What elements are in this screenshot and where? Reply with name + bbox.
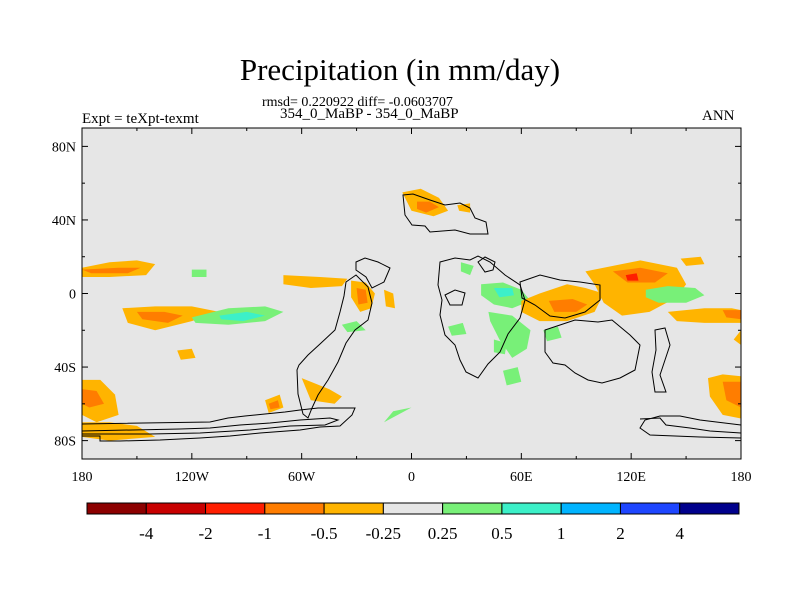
precip-region-39 [543,326,562,342]
precip-region-11 [268,400,280,410]
precip-region-27 [448,322,467,336]
axes: 180 120W 60W 0 60E 120E 180 80N 40N 0 40S 80S [52,128,752,485]
season-label: ANN [702,108,735,124]
x-tick-label-5: 120E [616,470,646,485]
precip-region-24 [493,288,514,298]
x-tick-label-6: 180 [731,470,752,485]
precip-region-5 [219,311,266,322]
colorbar-swatch-10 [679,502,740,515]
precip-region-26 [503,367,522,386]
chart-title: Precipitation (in mm/day) [239,52,561,87]
colorbar-label-2: -1 [258,524,272,543]
x-tick-label-1: 120W [175,470,210,485]
colorbar-swatch-2 [205,502,266,515]
precip-region-17 [384,289,395,309]
colorbar-label-9: 4 [675,524,684,543]
colorbar-label-8: 2 [616,524,625,543]
y-tick-label-1: 40N [52,214,76,229]
colorbar-label-6: 0.5 [491,524,512,543]
colorbar-swatch-6 [442,502,503,515]
precip-region-36 [680,256,705,266]
precip-region-18 [341,321,366,333]
y-tick-label-0: 80N [52,140,76,155]
precip-region-14 [283,275,348,288]
colorbar-label-7: 1 [557,524,566,543]
x-tick-label-4: 60E [510,470,533,485]
colorbar-swatch-8 [560,502,621,515]
y-tick-label-2: 0 [69,288,76,303]
colorbar-swatch-4 [323,502,384,515]
precip-region-37 [733,330,741,345]
y-tick-label-3: 40S [54,361,76,376]
coastlines [82,193,741,442]
precip-region-29 [548,299,588,312]
precip-region-1 [82,267,141,274]
precip-region-34 [667,308,741,323]
colorbar-label-0: -4 [139,524,154,543]
colorbar-swatch-7 [501,502,562,515]
precip-region-41 [722,381,741,408]
precip-region-31 [612,267,668,283]
colorbar-swatch-9 [619,502,681,515]
precip-region-3 [136,311,183,323]
expt-label: Expt = teXpt-texmt [82,111,199,127]
precip-region-16 [356,288,368,305]
precip-region-35 [722,310,741,320]
precip-region-13 [191,269,207,277]
colorbar-label-3: -0.5 [311,524,338,543]
case-line: 354_0_MaBP - 354_0_MaBP [280,106,459,122]
y-tick-label-4: 80S [54,435,76,450]
x-tick-label-3: 0 [408,470,415,485]
x-tick-label-0: 180 [72,470,93,485]
x-tick-label-2: 60W [288,470,316,485]
colorbar-label-1: -2 [198,524,212,543]
precip-region-33 [645,286,705,303]
colorbar-label-5: 0.25 [428,524,458,543]
colorbar-swatch-5 [382,502,444,515]
precip-region-21 [457,203,471,213]
precip-region-22 [460,262,474,276]
precip-region-25 [488,311,531,358]
precip-regions [82,188,741,441]
precip-region-20 [417,201,439,213]
precip-region-32 [625,273,639,281]
colorbar-swatch-1 [145,502,207,515]
precip-region-7 [82,389,104,408]
precip-region-12 [177,348,196,360]
colorbar-label-4: -0.25 [366,524,401,543]
colorbar-swatch-0 [86,502,147,515]
precip-region-42 [384,407,412,423]
colorbar-swatch-3 [264,502,325,515]
precip-region-9 [301,378,342,404]
stats-line: rmsd= 0.220922 diff= -0.0603707 [262,95,453,110]
colorbar: -4 -2 -1 -0.5 -0.25 0.25 0.5 1 2 4 [86,502,740,543]
